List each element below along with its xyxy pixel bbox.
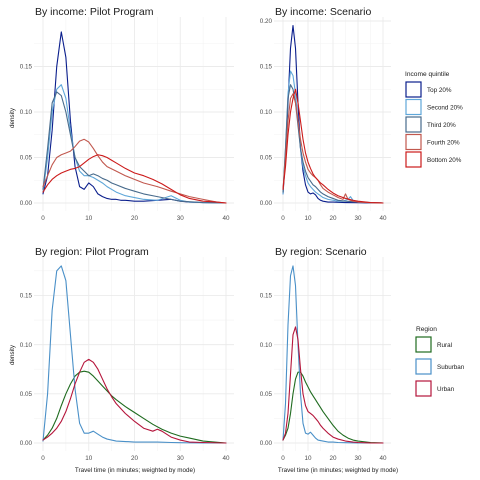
x-tick-label: 20 xyxy=(329,455,337,462)
legend-title: Region xyxy=(416,326,437,333)
legend-income: Income quintile Top 20% Second 20% Third 2… xyxy=(405,71,463,168)
x-axis-label: Travel time (in minutes; weighted by mod… xyxy=(75,467,195,474)
legend-key xyxy=(415,336,432,353)
x-tick-label: 30 xyxy=(177,455,185,462)
series-line-rural xyxy=(282,371,384,444)
series-line-bottom-20 xyxy=(282,88,384,204)
series-line-suburban xyxy=(42,265,227,444)
y-axis-label: density xyxy=(9,344,16,365)
x-axis-label: Travel time (in minutes; weighted by mod… xyxy=(278,467,398,474)
series-line-third-20 xyxy=(282,84,384,204)
series-line-second-20 xyxy=(42,84,227,204)
y-tick-label: 0.10 xyxy=(260,342,273,349)
legend-key xyxy=(405,151,422,168)
series-line-top-20 xyxy=(42,31,227,204)
gridlines xyxy=(274,17,391,211)
y-tick-label: 0.00 xyxy=(20,200,33,207)
legend-label: Fourth 20% xyxy=(427,140,460,147)
y-tick-label: 0.00 xyxy=(20,440,33,447)
legend-label: Third 20% xyxy=(427,122,456,129)
x-tick-label: 40 xyxy=(222,455,230,462)
panel-title: By region: Scenario xyxy=(275,246,367,258)
legend-label: Top 20% xyxy=(427,87,452,94)
legend-label: Urban xyxy=(437,386,455,393)
series-line-second-20 xyxy=(282,70,384,204)
panel-title: By income: Scenario xyxy=(275,6,371,18)
x-tick-label: 40 xyxy=(379,455,387,462)
x-tick-label: 20 xyxy=(131,455,139,462)
x-tick-label: 30 xyxy=(354,455,362,462)
legend-key xyxy=(405,98,422,116)
panel-region-scenario: By region: Scenario Travel time (in minu… xyxy=(260,246,398,474)
legend-key xyxy=(405,116,422,133)
x-tick-label: 20 xyxy=(329,215,337,222)
y-tick-label: 0.10 xyxy=(20,342,33,349)
legend-label: Second 20% xyxy=(427,105,463,112)
series-line-third-20 xyxy=(42,91,227,204)
series-line-urban xyxy=(42,358,227,444)
panel-income-pilot: By income: Pilot Program 0 10 20 30 40 0.00 0.… xyxy=(20,6,234,222)
x-tick-label: 10 xyxy=(304,455,312,462)
x-tick-label: 0 xyxy=(41,215,45,222)
panel-region-pilot: By region: Pilot Program Travel time (in… xyxy=(20,246,234,474)
series-line-suburban xyxy=(282,265,384,444)
gridlines xyxy=(34,257,234,451)
legend-key xyxy=(405,133,422,151)
y-tick-label: 0.10 xyxy=(260,109,273,116)
legend-title: Income quintile xyxy=(405,71,450,78)
y-tick-label: 0.00 xyxy=(260,200,273,207)
legend-label: Suburban xyxy=(437,364,465,371)
y-tick-label: 0.05 xyxy=(20,391,33,398)
series-line-top-20 xyxy=(282,25,384,204)
legend-region: Region Rural Suburban Urban xyxy=(415,326,465,397)
y-tick-label: 0.15 xyxy=(20,293,33,300)
x-tick-label: 0 xyxy=(281,215,285,222)
x-tick-label: 30 xyxy=(177,215,185,222)
x-tick-label: 30 xyxy=(354,215,362,222)
series-line-urban xyxy=(282,326,384,444)
legend-label: Rural xyxy=(437,342,452,349)
panel-title: By income: Pilot Program xyxy=(35,6,154,18)
series-line-bottom-20 xyxy=(42,154,227,204)
y-tick-label: 0.05 xyxy=(20,155,33,162)
x-tick-label: 0 xyxy=(41,455,45,462)
series-line-rural xyxy=(42,370,227,444)
y-tick-label: 0.10 xyxy=(20,109,33,116)
legend-key xyxy=(415,358,432,375)
y-tick-label: 0.05 xyxy=(260,155,273,162)
legend-label: Bottom 20% xyxy=(427,157,462,164)
x-tick-label: 20 xyxy=(131,215,139,222)
y-tick-label: 0.05 xyxy=(260,391,273,398)
legend-key xyxy=(405,81,422,98)
x-tick-label: 10 xyxy=(304,215,312,222)
y-axis-label: density xyxy=(9,107,16,128)
y-tick-label: 0.15 xyxy=(20,64,33,71)
y-tick-label: 0.00 xyxy=(260,440,273,447)
panel-income-scenario: By income: Scenario 0 10 20 30 40 0.00 0.05 0.1… xyxy=(260,6,391,222)
y-tick-label: 0.15 xyxy=(260,64,273,71)
x-tick-label: 0 xyxy=(281,455,285,462)
x-tick-label: 10 xyxy=(85,455,93,462)
y-tick-label: 0.20 xyxy=(260,18,273,25)
y-tick-label: 0.15 xyxy=(260,293,273,300)
x-tick-label: 40 xyxy=(222,215,230,222)
legend-key xyxy=(415,380,432,397)
x-tick-label: 10 xyxy=(85,215,93,222)
panel-title: By region: Pilot Program xyxy=(35,246,149,258)
x-tick-label: 40 xyxy=(379,215,387,222)
